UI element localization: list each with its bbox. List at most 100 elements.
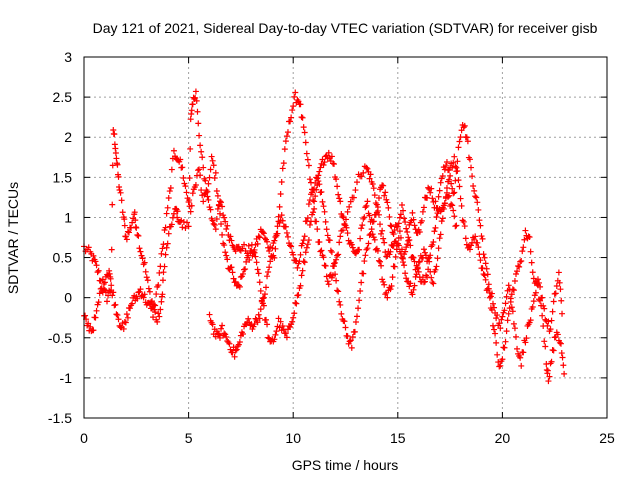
data-point bbox=[501, 307, 508, 314]
data-point bbox=[223, 225, 230, 232]
data-point bbox=[236, 283, 243, 290]
data-point bbox=[294, 292, 301, 299]
data-point bbox=[532, 289, 539, 296]
data-point bbox=[196, 166, 203, 173]
data-point bbox=[180, 174, 187, 181]
data-point bbox=[289, 318, 296, 325]
data-point bbox=[125, 229, 132, 236]
data-point bbox=[409, 209, 416, 216]
data-point bbox=[122, 319, 129, 326]
data-point bbox=[226, 340, 233, 347]
data-point bbox=[494, 312, 501, 319]
data-point bbox=[322, 262, 329, 269]
data-point bbox=[474, 199, 481, 206]
data-point bbox=[322, 218, 329, 225]
data-point bbox=[539, 294, 546, 301]
data-point bbox=[375, 257, 382, 264]
data-point bbox=[111, 131, 118, 138]
data-point bbox=[174, 208, 181, 215]
data-point bbox=[330, 160, 337, 167]
y-tick-label: 2.5 bbox=[53, 89, 73, 105]
data-point bbox=[333, 256, 340, 263]
data-point bbox=[222, 218, 229, 225]
data-point bbox=[216, 334, 223, 341]
data-point bbox=[428, 274, 435, 281]
data-point bbox=[267, 258, 274, 265]
data-point bbox=[269, 245, 276, 252]
data-point bbox=[434, 255, 441, 262]
data-point bbox=[115, 173, 122, 180]
data-point bbox=[510, 320, 517, 327]
data-point bbox=[200, 164, 207, 171]
data-point bbox=[416, 229, 423, 236]
data-point bbox=[320, 203, 327, 210]
data-point bbox=[396, 228, 403, 235]
data-point bbox=[470, 183, 477, 190]
data-point bbox=[430, 239, 437, 246]
data-point bbox=[520, 244, 527, 251]
data-point bbox=[279, 323, 286, 330]
data-point bbox=[260, 302, 267, 309]
data-point bbox=[260, 230, 267, 237]
data-point bbox=[212, 333, 219, 340]
data-point bbox=[185, 223, 192, 230]
data-point bbox=[546, 373, 553, 380]
data-point bbox=[384, 199, 391, 206]
data-point bbox=[415, 259, 422, 266]
data-point bbox=[382, 291, 389, 298]
data-point bbox=[398, 254, 405, 261]
data-point bbox=[479, 235, 486, 242]
data-point bbox=[471, 236, 478, 243]
data-point bbox=[325, 281, 332, 288]
data-point bbox=[400, 207, 407, 214]
data-point bbox=[389, 274, 396, 281]
data-point bbox=[431, 228, 438, 235]
data-point bbox=[461, 223, 468, 230]
data-point bbox=[324, 278, 331, 285]
data-point bbox=[403, 275, 410, 282]
data-point bbox=[198, 187, 205, 194]
data-point bbox=[209, 217, 216, 224]
data-point bbox=[292, 299, 299, 306]
data-point bbox=[254, 319, 261, 326]
data-point bbox=[480, 271, 487, 278]
data-point bbox=[289, 107, 296, 114]
data-point bbox=[509, 308, 516, 315]
data-point bbox=[552, 290, 559, 297]
data-point bbox=[347, 337, 354, 344]
data-point bbox=[445, 193, 452, 200]
data-point bbox=[159, 245, 166, 252]
data-point bbox=[366, 232, 373, 239]
data-point bbox=[356, 297, 363, 304]
data-point bbox=[223, 333, 230, 340]
data-point bbox=[374, 204, 381, 211]
data-point bbox=[85, 244, 92, 251]
data-point bbox=[159, 291, 166, 298]
data-point bbox=[410, 216, 417, 223]
data-point bbox=[203, 189, 210, 196]
data-point bbox=[358, 173, 365, 180]
data-point bbox=[179, 164, 186, 171]
data-point bbox=[279, 217, 286, 224]
data-point bbox=[439, 215, 446, 222]
data-point bbox=[381, 239, 388, 246]
data-point bbox=[537, 297, 544, 304]
data-point bbox=[303, 244, 310, 251]
data-point bbox=[213, 216, 220, 223]
data-point bbox=[235, 341, 242, 348]
data-point bbox=[405, 237, 412, 244]
data-point bbox=[281, 146, 288, 153]
data-point bbox=[333, 277, 340, 284]
data-point bbox=[381, 192, 388, 199]
data-point bbox=[436, 235, 443, 242]
data-point bbox=[450, 207, 457, 214]
data-point bbox=[450, 159, 457, 166]
data-point bbox=[283, 133, 290, 140]
data-point bbox=[383, 196, 390, 203]
data-point bbox=[334, 287, 341, 294]
data-point bbox=[184, 195, 191, 202]
data-point bbox=[455, 144, 462, 151]
data-point bbox=[102, 289, 109, 296]
data-point bbox=[221, 214, 228, 221]
